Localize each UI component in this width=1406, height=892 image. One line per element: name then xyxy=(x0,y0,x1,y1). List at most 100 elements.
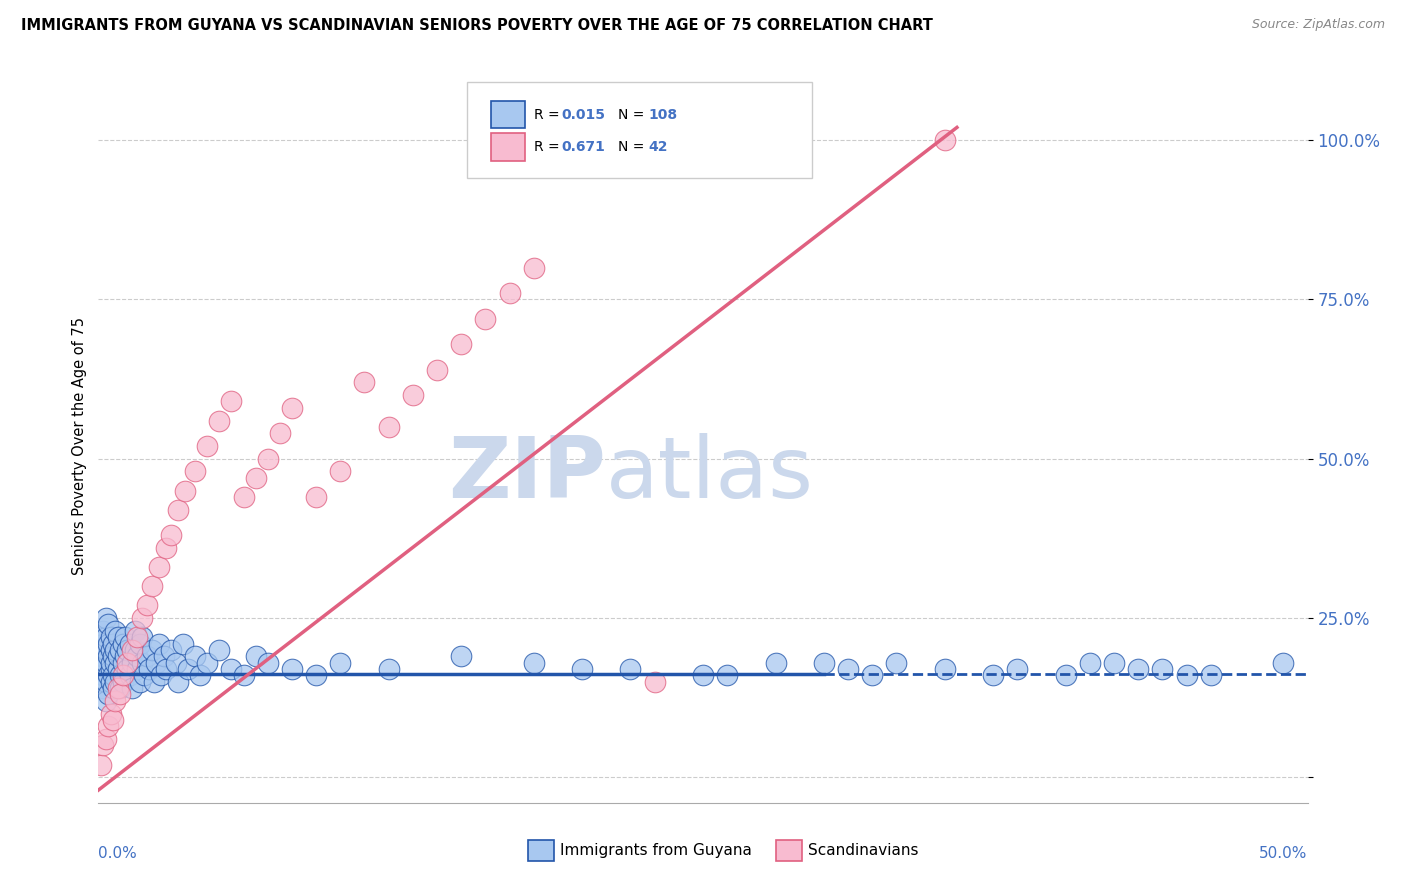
Point xyxy=(91,636,114,650)
Text: ZIP: ZIP xyxy=(449,433,606,516)
Point xyxy=(118,636,141,650)
Point xyxy=(127,649,149,664)
Point xyxy=(94,630,117,644)
Point xyxy=(91,681,114,695)
Point xyxy=(450,649,472,664)
Point xyxy=(104,694,127,708)
Point xyxy=(100,630,122,644)
Point xyxy=(90,630,112,644)
Point xyxy=(619,662,641,676)
Point xyxy=(245,471,267,485)
Point xyxy=(148,636,170,650)
Point xyxy=(141,579,163,593)
Point xyxy=(256,656,278,670)
Point xyxy=(523,656,546,670)
Point xyxy=(692,668,714,682)
Point xyxy=(281,401,304,415)
Point xyxy=(498,286,520,301)
Point xyxy=(100,656,122,670)
Point xyxy=(523,260,546,275)
Point xyxy=(104,656,127,670)
Point xyxy=(94,611,117,625)
Point xyxy=(474,311,496,326)
Point xyxy=(128,636,150,650)
Point xyxy=(232,490,254,504)
Point xyxy=(131,611,153,625)
Point xyxy=(107,630,129,644)
Point xyxy=(256,451,278,466)
Point xyxy=(118,668,141,682)
Point xyxy=(94,732,117,747)
Point xyxy=(101,649,124,664)
Point xyxy=(94,656,117,670)
Text: Immigrants from Guyana: Immigrants from Guyana xyxy=(561,843,752,858)
Point xyxy=(97,636,120,650)
Point xyxy=(377,420,399,434)
Point xyxy=(172,636,194,650)
Point xyxy=(114,630,136,644)
Point xyxy=(90,656,112,670)
Point xyxy=(1078,656,1101,670)
Point xyxy=(101,636,124,650)
Point xyxy=(765,656,787,670)
Point xyxy=(886,656,908,670)
Point xyxy=(571,662,593,676)
Point xyxy=(91,649,114,664)
Point xyxy=(1007,662,1029,676)
Point xyxy=(141,643,163,657)
Point xyxy=(97,668,120,682)
Point xyxy=(208,643,231,657)
Point xyxy=(117,643,139,657)
Text: N =: N = xyxy=(619,108,650,122)
Point xyxy=(232,668,254,682)
Point xyxy=(104,643,127,657)
FancyBboxPatch shape xyxy=(492,134,526,161)
Point xyxy=(127,630,149,644)
Text: Scandinavians: Scandinavians xyxy=(808,843,918,858)
Point xyxy=(934,662,956,676)
Point xyxy=(281,662,304,676)
Point xyxy=(1272,656,1295,670)
Point xyxy=(221,662,243,676)
Point xyxy=(124,643,146,657)
Point xyxy=(107,649,129,664)
Point xyxy=(145,656,167,670)
Point xyxy=(97,617,120,632)
Point xyxy=(117,656,139,670)
Point xyxy=(150,668,173,682)
FancyBboxPatch shape xyxy=(527,840,554,862)
Point xyxy=(245,649,267,664)
Point xyxy=(100,706,122,721)
Point xyxy=(104,674,127,689)
Point xyxy=(353,376,375,390)
Point xyxy=(195,656,218,670)
Point xyxy=(167,674,190,689)
Point xyxy=(860,668,883,682)
Point xyxy=(1152,662,1174,676)
Text: R =: R = xyxy=(534,108,564,122)
Point xyxy=(1199,668,1222,682)
Point xyxy=(97,688,120,702)
Text: 0.0%: 0.0% xyxy=(98,846,138,861)
Point xyxy=(165,656,187,670)
Point xyxy=(101,713,124,727)
Point xyxy=(121,681,143,695)
Point xyxy=(104,624,127,638)
Point xyxy=(97,719,120,733)
Text: IMMIGRANTS FROM GUYANA VS SCANDINAVIAN SENIORS POVERTY OVER THE AGE OF 75 CORREL: IMMIGRANTS FROM GUYANA VS SCANDINAVIAN S… xyxy=(21,18,934,33)
Point xyxy=(108,668,131,682)
Point xyxy=(329,465,352,479)
Point xyxy=(97,649,120,664)
Point xyxy=(135,649,157,664)
Point xyxy=(221,394,243,409)
Point xyxy=(108,688,131,702)
Point xyxy=(114,649,136,664)
Point xyxy=(101,681,124,695)
Point xyxy=(135,599,157,613)
Text: N =: N = xyxy=(619,140,650,154)
Text: 0.671: 0.671 xyxy=(561,140,606,154)
Point xyxy=(402,388,425,402)
Point xyxy=(100,662,122,676)
Point xyxy=(167,502,190,516)
Point xyxy=(329,656,352,670)
